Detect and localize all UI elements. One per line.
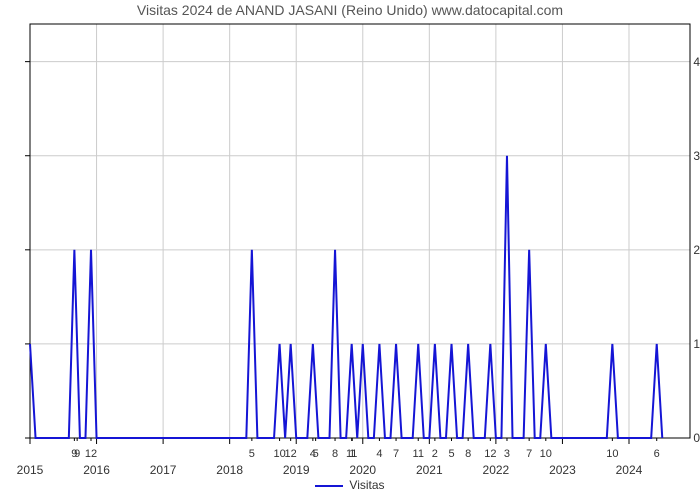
- year-label: 2019: [283, 463, 310, 477]
- month-label: 7: [393, 448, 399, 460]
- month-label: 4: [376, 448, 382, 460]
- year-label: 2015: [17, 463, 44, 477]
- month-label: 5: [249, 448, 255, 460]
- chart-container: Visitas 2024 de ANAND JASANI (Reino Unid…: [0, 0, 700, 500]
- month-label: 11: [413, 448, 424, 460]
- month-label: 8: [332, 448, 338, 460]
- chart-svg: [0, 0, 700, 500]
- ytick-label: 2: [678, 243, 700, 257]
- month-label: 5: [448, 448, 454, 460]
- month-label: 9: [74, 448, 80, 460]
- month-label: 2: [432, 448, 438, 460]
- month-label: 12: [85, 448, 97, 460]
- ytick-label: 1: [678, 337, 700, 351]
- month-label: 10: [540, 448, 552, 460]
- month-label: 8: [465, 448, 471, 460]
- legend-line-icon: [315, 485, 343, 487]
- year-label: 2024: [616, 463, 643, 477]
- month-label: 12: [285, 448, 297, 460]
- ytick-label: 0: [678, 431, 700, 445]
- year-label: 2016: [83, 463, 110, 477]
- year-label: 2022: [483, 463, 510, 477]
- legend-label: Visitas: [349, 478, 384, 492]
- year-label: 2020: [349, 463, 376, 477]
- month-label: 6: [654, 448, 660, 460]
- year-label: 2023: [549, 463, 576, 477]
- month-label: 12: [484, 448, 496, 460]
- year-label: 2017: [150, 463, 177, 477]
- ytick-label: 4: [678, 55, 700, 69]
- month-label: 3: [504, 448, 510, 460]
- year-label: 2021: [416, 463, 443, 477]
- month-label: 10: [606, 448, 618, 460]
- month-label: 1: [349, 448, 355, 460]
- year-label: 2018: [216, 463, 243, 477]
- month-label: 7: [526, 448, 532, 460]
- legend: Visitas: [0, 478, 700, 492]
- month-label: 5: [313, 448, 319, 460]
- ytick-label: 3: [678, 149, 700, 163]
